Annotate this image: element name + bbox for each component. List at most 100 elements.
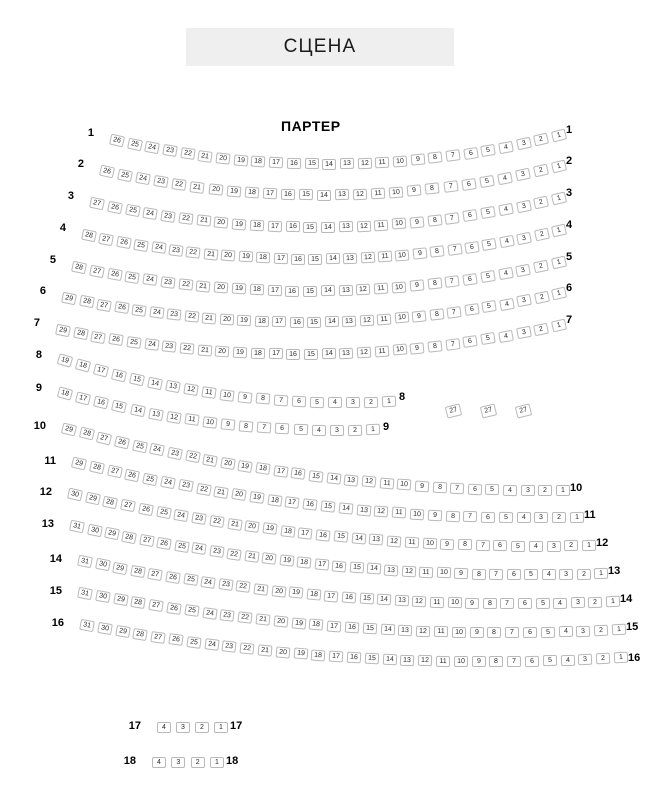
seat[interactable]: 15 (306, 316, 322, 328)
seat[interactable]: 12 (359, 314, 374, 327)
seat[interactable]: 6 (462, 335, 479, 349)
seat[interactable]: 13 (334, 189, 350, 201)
seat[interactable]: 20 (231, 488, 247, 502)
seat[interactable]: 7 (449, 482, 465, 495)
seat[interactable]: 4 (498, 234, 515, 248)
seat[interactable]: 21 (226, 517, 243, 531)
seat[interactable]: 15 (303, 221, 318, 233)
seat[interactable]: 2 (593, 624, 609, 637)
seat[interactable]: 17 (262, 187, 277, 200)
seat[interactable]: 2 (533, 290, 550, 305)
seat[interactable]: 25 (186, 635, 202, 649)
seat[interactable]: 18 (266, 493, 283, 507)
seat[interactable]: 11 (373, 219, 389, 231)
seat[interactable]: 28 (102, 495, 119, 509)
seat[interactable]: 29 (61, 291, 77, 306)
seat[interactable]: 9 (409, 279, 425, 292)
seat[interactable]: 26 (108, 133, 126, 148)
seat[interactable]: 24 (203, 638, 220, 651)
seat[interactable]: 19 (226, 184, 242, 198)
seat[interactable]: 14 (338, 502, 354, 515)
seat[interactable]: 3 (515, 136, 532, 151)
seat[interactable]: 2 (533, 132, 550, 147)
seat[interactable]: 9 (427, 509, 442, 521)
seat[interactable]: 21 (253, 582, 269, 596)
seat[interactable]: 10 (447, 597, 462, 609)
seat[interactable]: 10 (392, 343, 408, 356)
seat[interactable]: 18 (251, 155, 266, 168)
seat[interactable]: 8 (471, 568, 486, 580)
seat[interactable]: 22 (178, 278, 194, 291)
seat[interactable]: 25 (131, 304, 147, 317)
seat[interactable]: 1 (381, 395, 397, 408)
seat[interactable]: 4 (553, 597, 568, 609)
seat[interactable]: 3 (345, 396, 361, 409)
seat[interactable]: 17 (92, 363, 110, 378)
seat[interactable]: 27 (96, 298, 112, 312)
seat[interactable]: 4 (560, 654, 575, 666)
seat[interactable]: 10 (409, 508, 425, 521)
seat[interactable]: 11 (433, 625, 449, 638)
seat[interactable]: 14 (351, 532, 367, 545)
seat[interactable]: 7 (446, 243, 463, 256)
seat[interactable]: 2 (533, 195, 550, 210)
seat[interactable]: 16 (110, 368, 128, 383)
seat[interactable]: 12 (415, 625, 431, 637)
seat[interactable]: 1 (611, 623, 627, 636)
seat[interactable]: 16 (346, 651, 362, 664)
seat[interactable]: 10 (394, 249, 410, 262)
seat[interactable]: 15 (303, 348, 319, 360)
seat[interactable]: 14 (376, 593, 392, 606)
seat[interactable]: 19 (231, 218, 247, 231)
seat[interactable]: 23 (218, 578, 234, 592)
seat[interactable]: 10 (451, 626, 466, 638)
seat[interactable]: 2 (538, 484, 553, 497)
seat[interactable]: 5 (481, 300, 497, 314)
seat[interactable]: 14 (321, 348, 336, 360)
seat[interactable]: 1 (550, 191, 568, 206)
seat[interactable]: 27 (89, 196, 105, 211)
seat[interactable]: 28 (78, 295, 95, 309)
seat[interactable]: 13 (398, 624, 413, 637)
seat[interactable]: 23 (177, 479, 194, 493)
seat[interactable]: 12 (418, 654, 433, 667)
seat[interactable]: 4 (497, 266, 514, 280)
seat[interactable]: 18 (250, 347, 266, 360)
seat[interactable]: 4 (498, 297, 515, 311)
seat[interactable]: 12 (386, 535, 402, 548)
seat[interactable]: 1 (550, 255, 568, 270)
seat[interactable]: 22 (185, 246, 201, 259)
seat[interactable]: 7 (444, 275, 460, 288)
seat[interactable]: 3 (546, 540, 561, 552)
seat[interactable]: 25 (124, 203, 141, 218)
seat[interactable]: 29 (60, 422, 78, 437)
seat[interactable]: 27 (150, 630, 166, 644)
seat[interactable]: 11 (419, 566, 434, 578)
seat[interactable]: 13 (338, 220, 353, 233)
seat[interactable]: 1 (214, 722, 228, 733)
seat[interactable]: 11 (373, 282, 389, 295)
seat[interactable]: 30 (86, 523, 103, 537)
seat[interactable]: 12 (356, 283, 371, 296)
seat[interactable]: 5 (481, 237, 498, 251)
seat[interactable]: 6 (275, 423, 290, 435)
seat[interactable]: 18 (244, 186, 259, 199)
seat[interactable]: 13 (339, 347, 354, 359)
seat[interactable]: 18 (306, 588, 322, 601)
seat[interactable]: 21 (202, 453, 218, 467)
seat[interactable]: 4 (528, 540, 543, 552)
seat[interactable]: 12 (412, 595, 427, 608)
seat[interactable]: 9 (469, 626, 484, 638)
seat[interactable]: 7 (442, 180, 459, 194)
seat[interactable]: 16 (341, 591, 357, 604)
seat[interactable]: 23 (162, 144, 178, 158)
seat[interactable]: 21 (203, 248, 219, 261)
seat[interactable]: 16 (93, 395, 110, 410)
seat[interactable]: 3 (515, 263, 532, 277)
seat[interactable]: 14 (324, 316, 339, 328)
seat[interactable]: 21 (197, 149, 214, 163)
seat[interactable]: 20 (219, 456, 236, 470)
seat[interactable]: 1 (613, 651, 629, 664)
seat[interactable]: 1 (569, 511, 585, 524)
seat[interactable]: 25 (174, 539, 190, 553)
